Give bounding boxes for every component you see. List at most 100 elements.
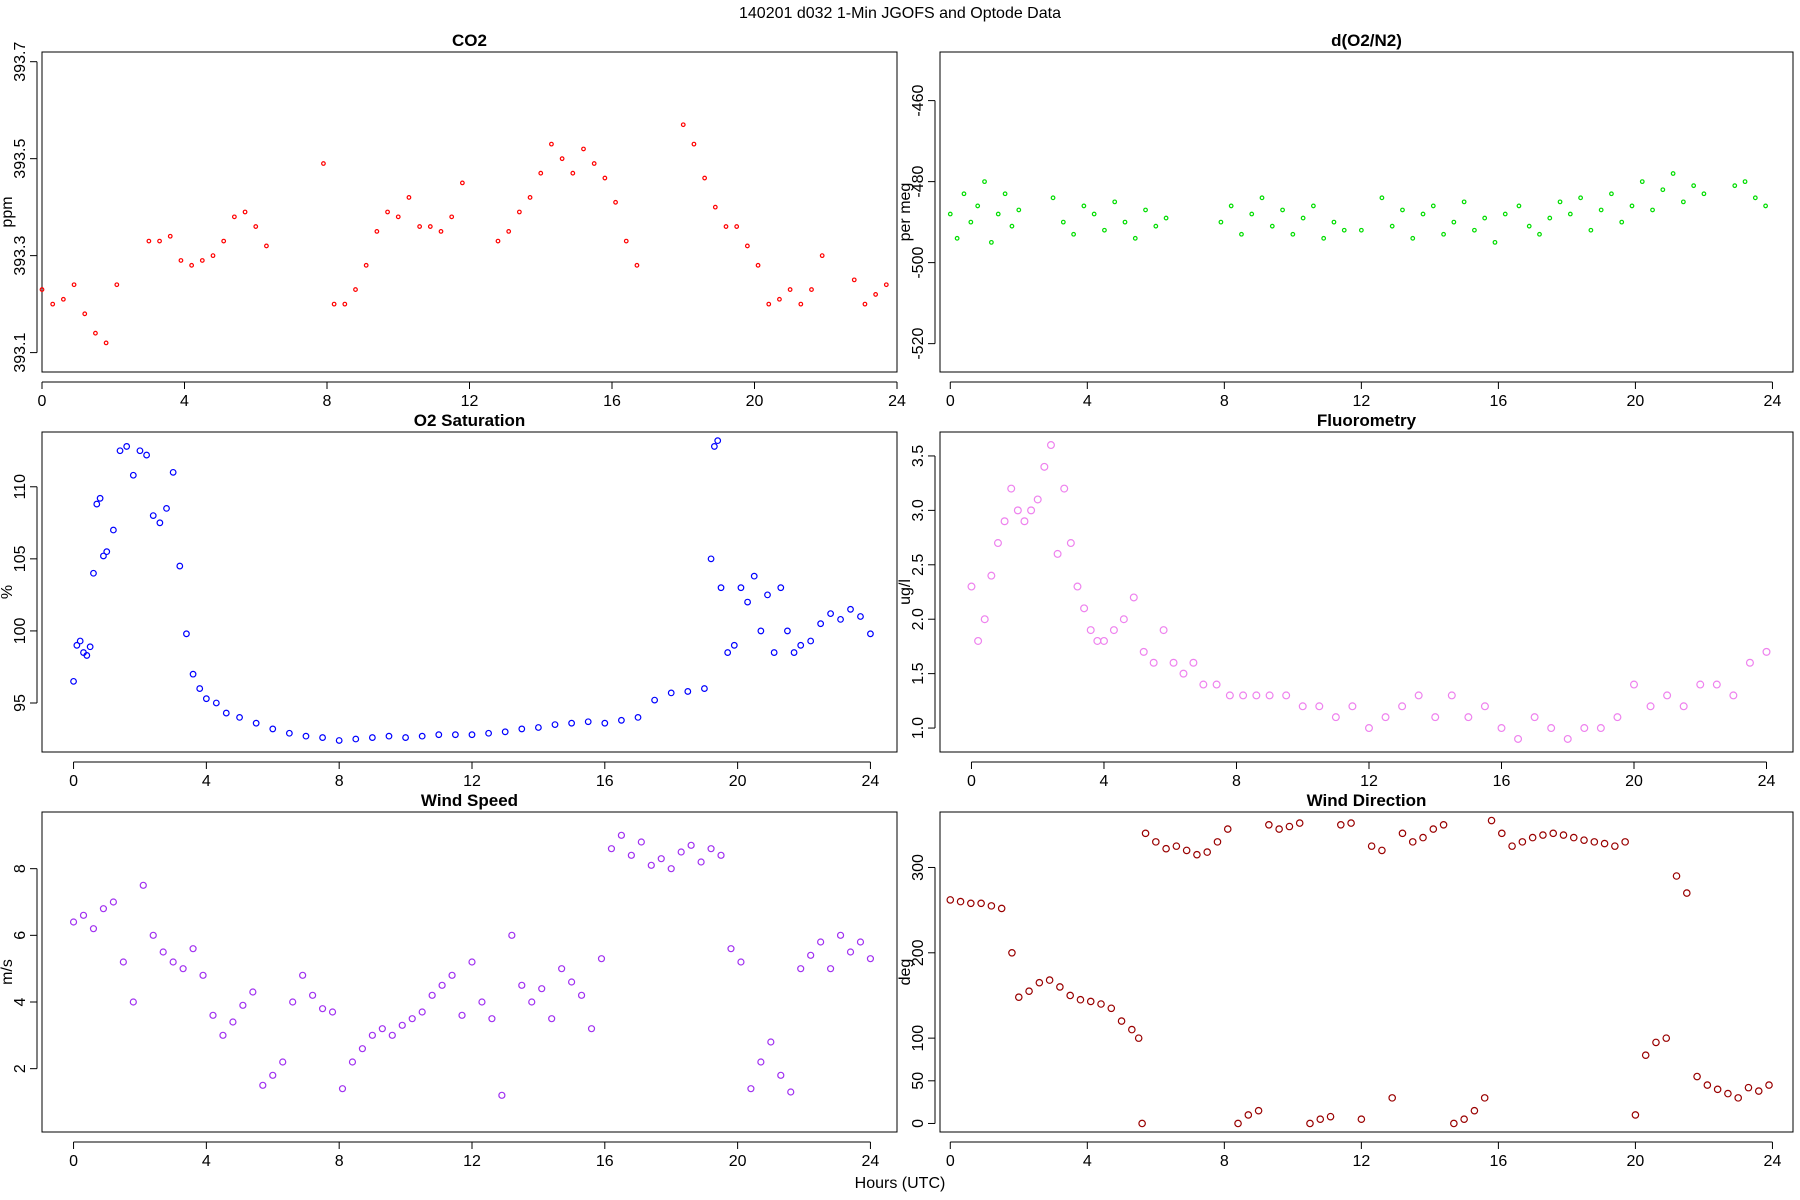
data-point	[1696, 680, 1705, 689]
plot-frame	[41, 431, 898, 753]
data-point	[1316, 1115, 1325, 1124]
data-point	[1480, 702, 1489, 711]
data-point	[1431, 713, 1440, 722]
data-point	[402, 734, 409, 741]
data-point	[1744, 1083, 1753, 1092]
data-point	[851, 277, 857, 283]
data-point	[1663, 691, 1672, 700]
data-point	[757, 1058, 765, 1066]
data-point	[764, 591, 771, 599]
data-point	[1009, 223, 1015, 229]
data-point	[1060, 484, 1069, 493]
data-point	[176, 562, 184, 570]
data-point	[1508, 842, 1516, 850]
data-point	[1732, 183, 1738, 189]
data-point	[1569, 833, 1578, 842]
panel-title: O2 Saturation	[414, 411, 525, 430]
x-tick-label: 0	[69, 773, 78, 790]
x-tick-label: 12	[463, 773, 481, 790]
data-point	[1081, 203, 1087, 209]
data-series	[69, 831, 875, 1099]
panel-3: O2 Saturation 0 4 8 12 16 20 24 95 100 105 110%	[0, 411, 898, 790]
data-point	[977, 899, 985, 908]
data-point	[807, 637, 815, 645]
data-point	[71, 282, 77, 288]
data-point	[1300, 215, 1306, 221]
data-point	[1234, 1119, 1242, 1128]
data-point	[103, 548, 111, 556]
data-point	[1537, 231, 1542, 237]
data-point	[817, 620, 825, 628]
data-point	[1742, 179, 1748, 185]
y-tick-label: 393.5	[12, 139, 29, 179]
data-point	[737, 958, 745, 966]
data-point	[1729, 691, 1738, 700]
data-point	[1683, 889, 1691, 897]
data-point	[1347, 819, 1355, 827]
data-point	[1600, 839, 1609, 848]
data-point	[418, 732, 426, 740]
data-point	[647, 861, 655, 869]
data-point	[1367, 842, 1376, 850]
data-point	[1652, 1038, 1660, 1047]
data-point	[1430, 203, 1436, 209]
data-point	[667, 865, 675, 873]
data-point	[1153, 223, 1159, 229]
data-point	[1169, 658, 1178, 667]
data-point	[601, 719, 609, 727]
data-point	[1073, 582, 1082, 591]
data-point	[1660, 187, 1666, 193]
data-point	[954, 235, 960, 241]
data-point	[1621, 838, 1629, 846]
plot-frame	[41, 811, 898, 1133]
y-axis-label: m/s	[0, 959, 16, 985]
data-point	[1315, 702, 1324, 711]
data-point	[744, 243, 750, 249]
data-point	[1497, 724, 1506, 733]
data-point	[1228, 203, 1234, 209]
data-point	[159, 948, 167, 956]
data-point	[438, 981, 446, 989]
data-point	[1549, 829, 1558, 838]
data-point	[677, 848, 685, 856]
data-point	[82, 311, 88, 317]
data-point	[335, 737, 343, 744]
data-point	[93, 500, 101, 508]
panel-2: d(O2/N2) 0 4 8 12 16 20 24 -520 -500 -480 -460 per m…	[897, 31, 1794, 410]
data-point	[730, 641, 738, 649]
y-tick-label: 0	[910, 1119, 927, 1128]
panel-4: Fluorometry 0 4 8 12 16 20 24 1.0 1.5 2.0 2.5 3.0 3.5…	[897, 411, 1794, 790]
data-point	[988, 239, 994, 245]
data-point	[995, 211, 1001, 217]
data-point	[1223, 825, 1232, 833]
data-point	[378, 1025, 386, 1033]
data-point	[1239, 231, 1244, 237]
data-point	[506, 228, 512, 234]
data-point	[1203, 848, 1212, 856]
data-point	[1450, 1119, 1458, 1128]
data-point	[1107, 1004, 1116, 1013]
data-point	[189, 945, 197, 953]
data-point	[717, 584, 725, 592]
data-point	[734, 224, 740, 229]
data-point	[1472, 227, 1477, 233]
data-point	[723, 224, 729, 229]
data-point	[1193, 850, 1201, 859]
data-point	[1596, 724, 1605, 733]
data-point	[1265, 820, 1273, 829]
data-point	[637, 838, 645, 846]
panel-1: CO2 0 4 8 12 16 20 24 393.1 393.3 393.5 393.7 ppm	[0, 31, 906, 410]
data-point	[189, 670, 197, 678]
data-point	[468, 731, 476, 739]
data-point	[527, 195, 533, 200]
data-point	[548, 1015, 556, 1023]
data-point	[1763, 203, 1768, 209]
data-point	[1557, 199, 1563, 205]
data-point	[249, 988, 257, 996]
data-point	[1439, 820, 1448, 829]
data-point	[1035, 978, 1044, 987]
data-point	[798, 301, 804, 307]
x-tick-label: 24	[1764, 1153, 1782, 1170]
y-tick-label: 1.5	[910, 662, 927, 684]
data-point	[1680, 199, 1686, 205]
